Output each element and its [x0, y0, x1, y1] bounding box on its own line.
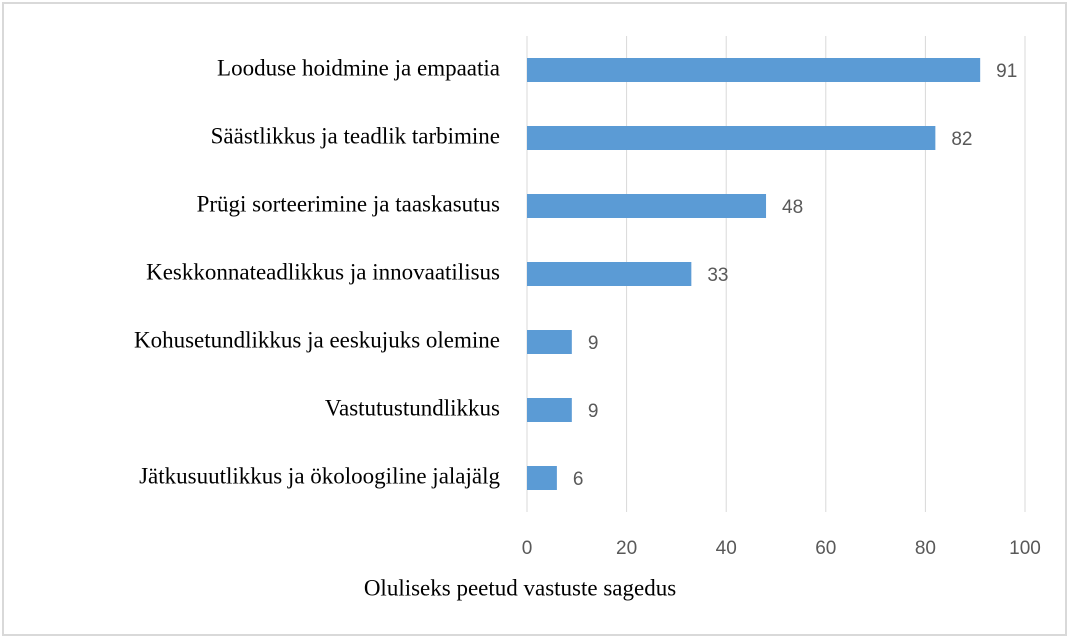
y-tick-label: Säästlikkus ja teadlik tarbimine — [211, 123, 500, 148]
x-axis-title: Oluliseks peetud vastuste sagedus — [364, 575, 676, 600]
y-tick-label: Prügi sorteerimine ja taaskasutus — [197, 191, 500, 216]
y-tick-label: Looduse hoidmine ja empaatia — [217, 55, 500, 80]
x-tick-label: 80 — [915, 538, 936, 559]
bar — [527, 398, 572, 422]
y-tick-label: Keskkonnateadlikkus ja innovaatilisus — [146, 259, 500, 284]
y-tick-label: Vastutustundlikkus — [325, 395, 500, 420]
bar — [527, 466, 557, 490]
data-label: 9 — [588, 401, 599, 422]
y-tick-label: Kohusetundlikkus ja eeskujuks olemine — [134, 327, 500, 352]
x-tick-label: 60 — [815, 538, 836, 559]
x-tick-label: 100 — [1009, 538, 1041, 559]
bar — [527, 262, 692, 286]
x-tick-label: 0 — [522, 538, 533, 559]
data-label: 6 — [573, 469, 584, 490]
x-tick-label: 20 — [616, 538, 637, 559]
data-label: 9 — [588, 333, 599, 354]
bar — [527, 126, 936, 150]
data-label: 33 — [707, 265, 728, 286]
bar — [527, 330, 572, 354]
data-label: 82 — [951, 129, 972, 150]
data-label: 91 — [996, 61, 1017, 82]
x-tick-label: 40 — [716, 538, 737, 559]
y-tick-label: Jätkusuutlikkus ja ökoloogiline jalajälg — [139, 463, 500, 488]
bar — [527, 58, 981, 82]
data-label: 48 — [782, 197, 803, 218]
bar — [527, 194, 767, 218]
